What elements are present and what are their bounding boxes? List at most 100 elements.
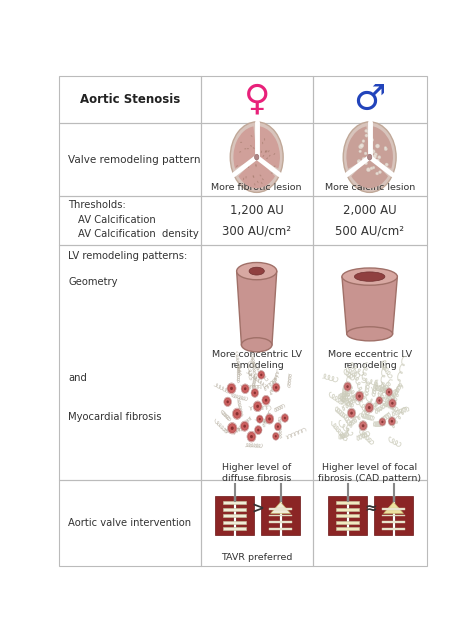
Ellipse shape: [260, 373, 263, 377]
Ellipse shape: [358, 394, 361, 398]
Ellipse shape: [230, 122, 283, 192]
Text: More fibrotic lesion: More fibrotic lesion: [211, 183, 302, 192]
Circle shape: [367, 155, 372, 160]
Bar: [59, 480, 201, 566]
Bar: [201, 76, 313, 123]
Ellipse shape: [236, 412, 238, 415]
Bar: [59, 197, 201, 245]
Ellipse shape: [228, 384, 235, 393]
Ellipse shape: [357, 160, 360, 163]
Ellipse shape: [231, 427, 234, 430]
Ellipse shape: [224, 397, 232, 406]
Ellipse shape: [378, 170, 382, 174]
Ellipse shape: [241, 384, 249, 394]
Ellipse shape: [253, 401, 262, 411]
Ellipse shape: [372, 166, 375, 169]
Ellipse shape: [370, 167, 373, 170]
Ellipse shape: [273, 433, 278, 439]
Wedge shape: [233, 127, 257, 169]
Ellipse shape: [362, 140, 365, 142]
Ellipse shape: [374, 153, 377, 156]
Ellipse shape: [365, 134, 368, 137]
Text: LV remodeling patterns:: LV remodeling patterns:: [68, 251, 188, 261]
Text: Thresholds:: Thresholds:: [68, 200, 126, 210]
Ellipse shape: [227, 383, 236, 394]
Polygon shape: [349, 496, 367, 536]
Ellipse shape: [389, 399, 396, 408]
Bar: [313, 197, 427, 245]
Ellipse shape: [255, 427, 261, 434]
Ellipse shape: [359, 420, 367, 431]
Ellipse shape: [344, 382, 351, 391]
Ellipse shape: [251, 389, 258, 398]
Polygon shape: [395, 496, 413, 536]
Ellipse shape: [273, 432, 279, 440]
Ellipse shape: [391, 402, 393, 404]
Text: ♂: ♂: [354, 83, 386, 116]
Text: More calcific lesion: More calcific lesion: [325, 183, 415, 192]
Ellipse shape: [373, 155, 377, 158]
Ellipse shape: [350, 411, 353, 415]
Ellipse shape: [232, 408, 242, 419]
Ellipse shape: [384, 146, 387, 149]
Ellipse shape: [273, 384, 279, 391]
Ellipse shape: [343, 122, 396, 192]
Ellipse shape: [247, 431, 256, 442]
Ellipse shape: [265, 414, 274, 424]
Ellipse shape: [388, 417, 396, 426]
Ellipse shape: [254, 392, 256, 394]
Ellipse shape: [378, 399, 381, 402]
Bar: [201, 123, 313, 197]
Polygon shape: [215, 496, 233, 536]
Ellipse shape: [386, 389, 392, 396]
Bar: [59, 245, 201, 480]
Ellipse shape: [375, 144, 380, 148]
Ellipse shape: [250, 435, 253, 438]
Ellipse shape: [257, 429, 259, 431]
Ellipse shape: [256, 404, 259, 408]
Bar: [313, 76, 427, 123]
Bar: [201, 197, 313, 245]
Ellipse shape: [243, 425, 246, 427]
Text: 2,000 AU
500 AU/cm²: 2,000 AU 500 AU/cm²: [335, 204, 404, 237]
Ellipse shape: [370, 138, 374, 142]
Ellipse shape: [244, 387, 246, 391]
Ellipse shape: [237, 263, 277, 280]
Text: >: >: [251, 501, 264, 516]
Ellipse shape: [233, 409, 241, 418]
Ellipse shape: [355, 272, 385, 281]
Ellipse shape: [259, 418, 261, 420]
Bar: [336, 527, 359, 530]
Ellipse shape: [240, 421, 249, 431]
Ellipse shape: [376, 396, 383, 404]
Wedge shape: [257, 127, 280, 169]
Ellipse shape: [388, 391, 390, 393]
Ellipse shape: [275, 386, 277, 389]
Ellipse shape: [371, 149, 375, 153]
Ellipse shape: [389, 418, 395, 425]
Ellipse shape: [362, 424, 365, 427]
Ellipse shape: [385, 163, 388, 166]
Bar: [336, 514, 359, 517]
Polygon shape: [374, 496, 392, 536]
Ellipse shape: [377, 398, 382, 404]
Ellipse shape: [241, 338, 272, 352]
Ellipse shape: [359, 144, 363, 149]
Ellipse shape: [268, 417, 271, 420]
Ellipse shape: [384, 148, 387, 151]
Ellipse shape: [284, 417, 286, 419]
Text: Aortic Stenosis: Aortic Stenosis: [80, 93, 180, 106]
Ellipse shape: [277, 425, 279, 428]
Ellipse shape: [365, 162, 367, 165]
Text: AV Calcification: AV Calcification: [78, 215, 155, 225]
Ellipse shape: [263, 396, 269, 404]
Wedge shape: [351, 157, 388, 188]
Bar: [269, 508, 292, 510]
Ellipse shape: [366, 168, 371, 172]
Ellipse shape: [225, 398, 231, 406]
Ellipse shape: [257, 416, 263, 422]
Bar: [382, 515, 405, 516]
Ellipse shape: [262, 396, 270, 405]
Bar: [223, 508, 246, 511]
Ellipse shape: [381, 165, 385, 169]
